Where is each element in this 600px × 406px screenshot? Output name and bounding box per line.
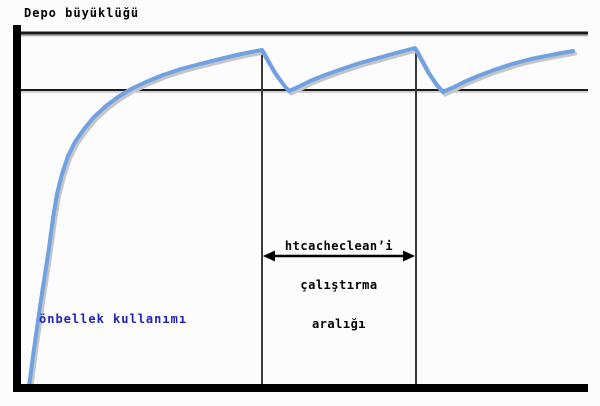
interval-label: htcacheclean’i çalıştırma aralığı — [262, 214, 416, 357]
cache-usage-curve — [27, 46, 575, 389]
interval-arrow-left-head-icon — [263, 250, 275, 262]
y-axis — [13, 25, 21, 392]
interval-label-line3: aralığı — [311, 317, 367, 331]
cache-usage-label: önbellek kullanımı — [39, 312, 188, 326]
x-axis — [13, 384, 588, 392]
interval-label-line1: htcacheclean’i — [284, 239, 394, 253]
interval-label-line2: çalıştırma — [300, 278, 378, 292]
interval-arrow-right-head-icon — [403, 250, 415, 262]
chart-title: Depo büyüklüğü — [24, 6, 140, 20]
